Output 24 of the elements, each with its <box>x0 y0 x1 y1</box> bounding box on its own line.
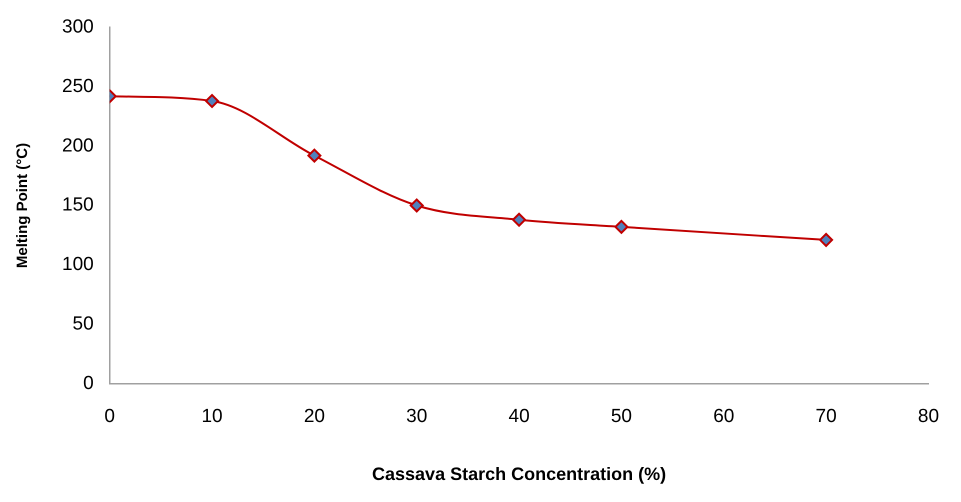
x-tick-label: 0 <box>104 406 115 428</box>
x-tick-label: 50 <box>610 406 632 428</box>
point <box>307 148 322 163</box>
y-axis-title: Melting Point (°C) <box>14 142 32 268</box>
x-axis-title: Cassava Starch Concentration (%) <box>372 464 666 484</box>
y-tick-label: 100 <box>62 254 94 276</box>
y-tick-label: 0 <box>83 372 94 394</box>
point <box>410 198 424 212</box>
x-tick-label: 30 <box>406 406 428 428</box>
x-tick-label: 20 <box>304 406 325 428</box>
y-tick-label: 250 <box>62 76 94 97</box>
y-tick-label: 300 <box>62 16 94 38</box>
x-tick-label: 70 <box>816 406 837 428</box>
y-tick-label: 50 <box>72 313 94 334</box>
point <box>819 232 834 247</box>
y-tick-label: 200 <box>62 135 94 156</box>
y-tick-label: 150 <box>62 194 94 216</box>
point <box>512 212 526 227</box>
x-tick-label: 80 <box>918 406 940 428</box>
point <box>205 94 220 108</box>
x-tick-label: 60 <box>713 406 734 428</box>
x-tick-label: 40 <box>508 406 530 428</box>
x-tick-label: 10 <box>201 406 223 428</box>
point <box>614 220 628 234</box>
